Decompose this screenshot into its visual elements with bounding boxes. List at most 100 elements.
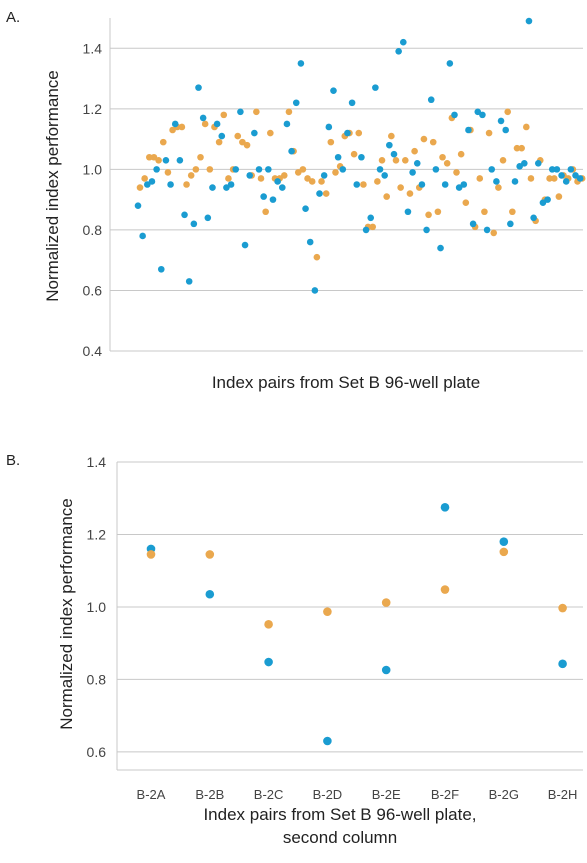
panel-a-x-axis-label: Index pairs from Set B 96-well plate (212, 373, 480, 392)
panel-a-point-orange (206, 166, 214, 173)
panel-a-point-blue (171, 120, 179, 128)
panel-a-point-blue (362, 226, 370, 234)
panel-a-point-blue (181, 211, 188, 219)
panel-a-point-orange (429, 138, 437, 146)
panel-a-point-blue (306, 238, 314, 246)
panel-a-point-orange (253, 108, 260, 116)
panel-a-point-orange (243, 141, 251, 149)
panel-a-point-orange (304, 175, 311, 182)
panel-a-point-blue (534, 160, 542, 167)
panel-a-point-orange (490, 229, 498, 237)
panel-a-point-orange (178, 123, 186, 131)
panel-a-point-orange (267, 129, 274, 137)
panel-a-point-blue (167, 181, 174, 188)
panel-a-point-blue (455, 184, 463, 191)
panel-a-point-blue (521, 160, 528, 167)
panel-a-point-blue (297, 60, 305, 67)
panel-a-y-tick-label: 0.4 (83, 343, 103, 359)
panel-b-point-blue (323, 736, 332, 746)
panel-b-y-tick-label: 1.0 (87, 599, 107, 615)
panel-a-point-blue (418, 181, 426, 188)
panel-a-point-orange (369, 223, 377, 231)
panel-a-point-blue (190, 220, 198, 228)
panel-a-y-tick-label: 1.0 (83, 161, 103, 177)
panel-a-point-blue (553, 166, 561, 173)
panel-a-point-blue (148, 178, 156, 185)
panel-a-point-blue (269, 196, 277, 203)
panel-a-point-orange (443, 160, 451, 167)
panel-a-point-blue (483, 226, 491, 234)
panel-a-point-orange (499, 156, 507, 164)
panel-a-point-blue (474, 108, 482, 116)
panel-a-point-blue (576, 175, 584, 182)
panel-a-label: A. (6, 9, 20, 26)
panel-a-point-orange (420, 135, 428, 143)
panel-a-point-blue (344, 129, 351, 137)
panel-a-point-blue (265, 166, 272, 173)
panel-a-point-blue (423, 226, 430, 234)
panel-a-point-blue (334, 153, 342, 161)
panel-b-point-blue (381, 665, 391, 675)
panel-a-y-tick-label: 1.4 (83, 40, 103, 56)
panel-a-point-orange (383, 193, 390, 200)
panel-b-point-blue (558, 659, 567, 669)
panel-a-point-orange (397, 184, 404, 191)
panel-a-point-orange (401, 156, 409, 164)
panel-a-point-orange (453, 169, 460, 176)
panel-b-point-orange (558, 603, 567, 613)
panel-a-point-blue (465, 126, 472, 134)
panel-a-point-blue (348, 99, 356, 107)
panel-a-point-orange (308, 178, 316, 185)
panel-a-point-blue (390, 150, 398, 158)
panel-a-point-orange (183, 181, 190, 188)
panel-a-point-blue (469, 220, 477, 228)
panel-a-point-orange (136, 184, 144, 191)
panel-a-point-orange (155, 156, 162, 164)
panel-a-point-orange (457, 150, 465, 158)
panel-a-point-orange (350, 150, 358, 158)
panel-a-point-blue (544, 196, 551, 203)
panel-b-x-tick-label: B-2C (254, 787, 284, 802)
panel-a-point-blue (432, 166, 440, 173)
panel-b-y-tick-label: 0.6 (87, 744, 107, 760)
panel-a-point-blue (451, 111, 458, 119)
panel-a-point-orange (215, 138, 223, 146)
panel-b-y-tick-label: 0.8 (87, 671, 107, 687)
panel-b-point-orange (264, 620, 273, 629)
panel-a-point-blue (404, 208, 412, 216)
panel-a-point-orange (239, 138, 246, 146)
panel-a-point-orange (513, 144, 521, 152)
panel-a-point-orange (201, 120, 209, 128)
panel-a-y-axis-label: Normalized index performance (43, 70, 62, 302)
panel-a-point-orange (322, 190, 330, 197)
panel-a-point-blue (539, 199, 547, 206)
panel-a-point-blue (241, 241, 249, 249)
panel-a-point-blue (185, 278, 193, 285)
panel-a-point-orange (318, 178, 325, 185)
panel-a-point-blue (153, 166, 160, 173)
panel-a-point-blue (516, 163, 523, 170)
panel-a-point-blue (376, 166, 384, 173)
panel-a-point-blue (278, 184, 286, 191)
panel-a-point-orange (285, 108, 293, 116)
panel-a-point-orange (169, 126, 176, 134)
panel-a-point-orange (146, 153, 153, 161)
panel-a-point-blue (302, 205, 309, 213)
panel-b-x-axis-label-line2: second column (283, 828, 397, 847)
panel-a-point-orange (555, 193, 563, 200)
panel-a-point-blue (204, 214, 212, 222)
panel-b-point-orange (323, 607, 332, 616)
panel-b-x-tick-label: B-2B (195, 787, 224, 802)
panel-b-y-tick-label: 1.4 (87, 454, 107, 470)
panel-a-point-orange (187, 172, 195, 179)
panel-a-point-orange (164, 169, 172, 176)
panel-a-point-blue (176, 156, 184, 164)
panel-a-y-tick-label: 0.8 (83, 222, 103, 238)
panel-a-point-blue (548, 166, 556, 173)
panel-a-point-blue (223, 184, 230, 191)
panel-a-point-orange (546, 175, 553, 182)
panel-a-point-orange (425, 211, 432, 219)
panel-a-point-blue (437, 244, 444, 252)
panel-a-point-orange (150, 153, 158, 161)
panel-a-point-orange (355, 129, 363, 137)
